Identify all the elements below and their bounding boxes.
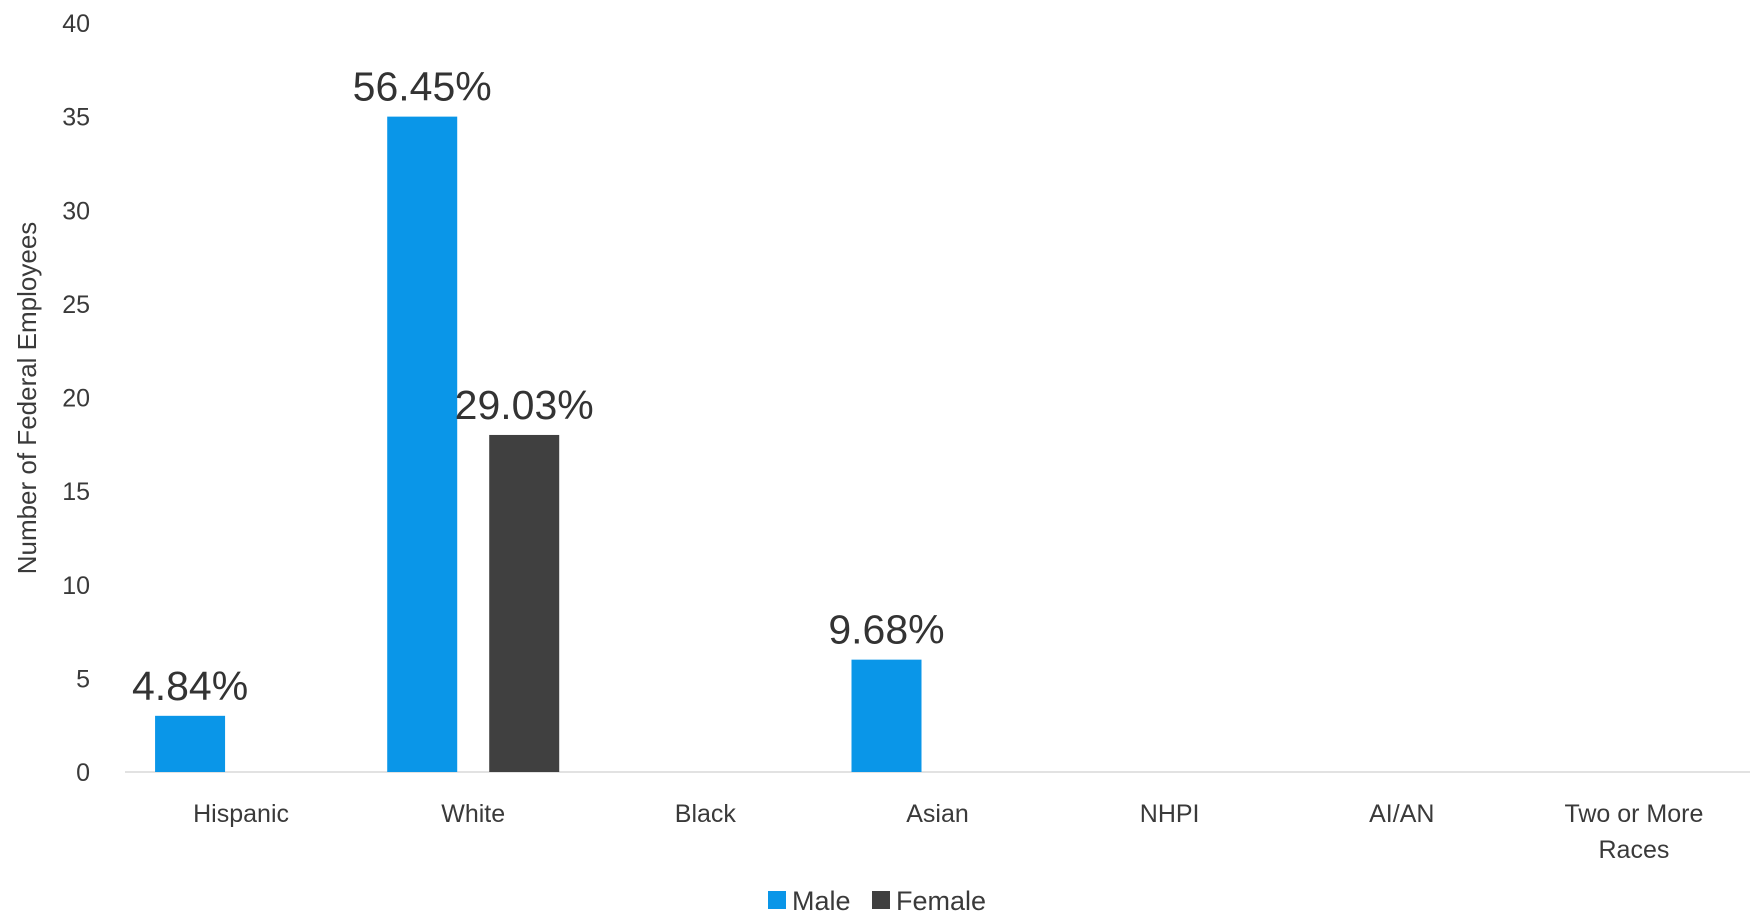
x-category-label: White [441, 800, 505, 828]
y-tick-label: 15 [62, 478, 90, 506]
bar-female-1 [489, 434, 560, 772]
legend-label-male: Male [792, 886, 851, 916]
x-category-label: AI/AN [1369, 800, 1434, 828]
data-label: 9.68% [828, 607, 944, 653]
legend: Male Female [768, 886, 986, 916]
x-category-label: Black [675, 800, 737, 828]
y-tick-label: 0 [76, 759, 90, 787]
data-label: 29.03% [455, 382, 594, 428]
x-category-label: Hispanic [193, 800, 289, 828]
y-tick-label: 25 [62, 291, 90, 319]
x-category-label: Asian [906, 800, 969, 828]
data-labels: 4.84% 56.45% 29.03% 9.68% [132, 64, 945, 709]
x-category-label: NHPI [1140, 800, 1200, 828]
x-axis-categories: Hispanic White Black Asian NHPI AI/AN Two or M… [193, 800, 1703, 864]
y-axis-ticks: 0 5 10 15 20 25 30 35 40 [62, 10, 90, 787]
legend-label-female: Female [896, 886, 986, 916]
y-axis-label: Number of Federal Employees [12, 222, 42, 575]
y-tick-label: 35 [62, 104, 90, 132]
bars [155, 116, 922, 772]
data-label: 4.84% [132, 663, 248, 709]
bar-male-0 [155, 715, 226, 772]
data-label: 56.45% [353, 64, 492, 110]
bar-male-1 [387, 116, 458, 772]
y-tick-label: 30 [62, 197, 90, 225]
legend-swatch-female [872, 891, 890, 909]
y-tick-label: 5 [76, 665, 90, 693]
y-tick-label: 20 [62, 385, 90, 413]
bar-male-3 [851, 659, 922, 772]
y-tick-label: 40 [62, 10, 90, 38]
x-category-label: Two or More Races [1564, 800, 1703, 864]
legend-swatch-male [768, 891, 786, 909]
y-tick-label: 10 [62, 572, 90, 600]
